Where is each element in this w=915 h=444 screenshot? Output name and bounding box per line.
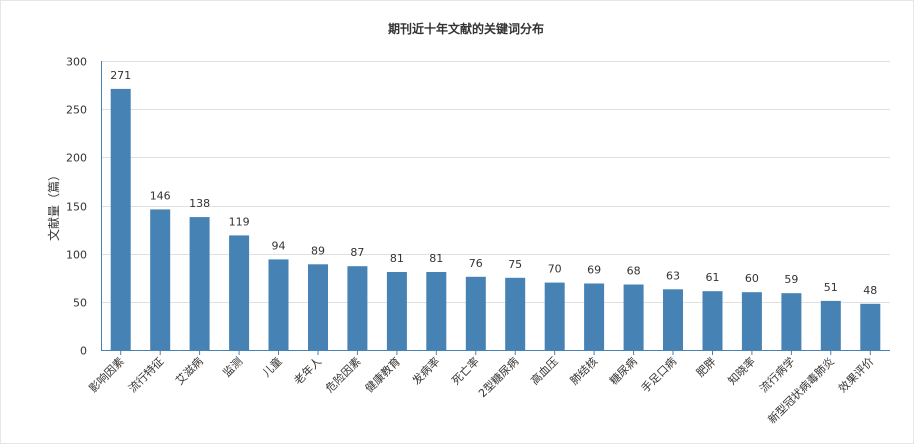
bars bbox=[110, 88, 881, 351]
bar bbox=[623, 284, 644, 350]
bar bbox=[426, 272, 447, 350]
bar-value-label: 87 bbox=[350, 246, 364, 259]
y-tick-label: 300 bbox=[66, 56, 87, 69]
bar bbox=[308, 264, 328, 350]
x-tick-label: 肥胖 bbox=[694, 355, 719, 380]
x-tick-label: 高血压 bbox=[528, 354, 561, 387]
chart-title: 期刊近十年文献的关键词分布 bbox=[388, 21, 544, 36]
bar-value-label: 68 bbox=[627, 265, 641, 278]
bar-value-label: 63 bbox=[666, 269, 680, 282]
x-tick-label: 健康教育 bbox=[362, 354, 403, 395]
bar bbox=[544, 282, 565, 350]
y-tick-label: 50 bbox=[73, 297, 87, 310]
bar-value-label: 146 bbox=[150, 189, 171, 202]
bar-value-label: 70 bbox=[548, 263, 562, 276]
x-tick-label: 手足口病 bbox=[638, 354, 679, 395]
x-tick-label: 儿童 bbox=[259, 354, 284, 379]
bar-value-label: 81 bbox=[429, 252, 443, 265]
bar bbox=[347, 266, 368, 350]
x-tick-label: 老年人 bbox=[291, 354, 324, 387]
y-axis-label: 文献量（篇） bbox=[46, 169, 61, 241]
x-tick-label: 危险因素 bbox=[323, 354, 364, 395]
x-tick-label: 效果评价 bbox=[835, 354, 876, 395]
y-tick-label: 100 bbox=[66, 249, 87, 262]
gridlines bbox=[101, 61, 890, 303]
bar bbox=[741, 292, 762, 350]
x-tick-label: 流行病学 bbox=[757, 354, 798, 395]
bar bbox=[663, 289, 683, 350]
bar-value-label: 138 bbox=[189, 197, 210, 210]
x-tick-label: 影响因素 bbox=[87, 355, 127, 395]
x-tick-label: 死亡率 bbox=[449, 354, 482, 387]
bar bbox=[860, 303, 881, 350]
y-axis-ticks: 0 50 100 150 200 250 300 bbox=[66, 56, 87, 358]
bar-value-label: 94 bbox=[272, 239, 286, 252]
bar-value-label: 51 bbox=[824, 281, 838, 294]
bar-value-label: 271 bbox=[110, 69, 131, 82]
bar bbox=[189, 217, 210, 350]
bar bbox=[465, 276, 486, 350]
x-tick-label: 监测 bbox=[220, 355, 245, 380]
x-tick-label: 新型冠状病毒肺炎 bbox=[765, 354, 837, 426]
bar-value-label: 60 bbox=[745, 272, 759, 285]
y-tick-label: 200 bbox=[66, 152, 87, 165]
bar-value-label: 81 bbox=[390, 252, 404, 265]
data-labels: 271 146 138 119 94 89 87 81 81 76 75 70 69 68 63 61 60 59… bbox=[110, 69, 877, 297]
bar bbox=[584, 283, 605, 350]
x-tick-label: 2型糖尿病 bbox=[475, 354, 521, 400]
bar bbox=[820, 300, 841, 350]
bar bbox=[110, 88, 131, 351]
axes bbox=[101, 61, 890, 355]
bar-value-label: 119 bbox=[229, 215, 250, 228]
bar-value-label: 61 bbox=[706, 271, 720, 284]
x-tick-label: 艾滋病 bbox=[172, 354, 205, 387]
bar bbox=[268, 259, 289, 350]
x-tick-label: 糖尿病 bbox=[606, 354, 639, 387]
bar bbox=[505, 277, 526, 351]
x-tick-label: 知晓率 bbox=[725, 354, 758, 387]
bar bbox=[781, 293, 802, 350]
bar bbox=[702, 291, 723, 350]
x-tick-label: 发病率 bbox=[409, 354, 442, 387]
bar-value-label: 48 bbox=[863, 284, 877, 297]
bar-value-label: 75 bbox=[508, 258, 522, 271]
bar-value-label: 76 bbox=[469, 257, 483, 270]
bar bbox=[150, 209, 171, 350]
bar bbox=[386, 272, 407, 350]
bar-value-label: 89 bbox=[311, 244, 325, 257]
bar bbox=[229, 235, 250, 350]
bar-value-label: 69 bbox=[587, 264, 601, 277]
x-tick-label: 流行特征 bbox=[125, 354, 166, 395]
y-tick-label: 150 bbox=[66, 201, 87, 214]
y-tick-label: 250 bbox=[66, 104, 87, 117]
bar-value-label: 59 bbox=[784, 273, 798, 286]
y-tick-label: 0 bbox=[80, 345, 87, 358]
x-tick-label: 肺结核 bbox=[567, 354, 600, 387]
